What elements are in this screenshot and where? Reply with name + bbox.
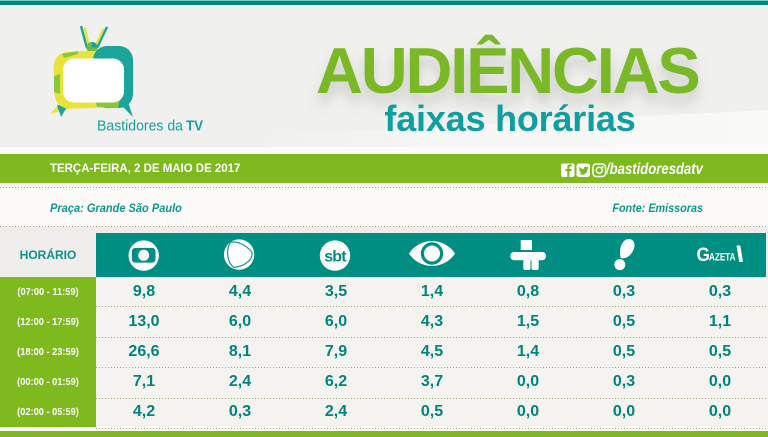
svg-text:AZETA: AZETA <box>709 251 736 263</box>
svg-text:TV: TV <box>186 118 203 135</box>
svg-text:sbt: sbt <box>324 248 347 265</box>
svg-text:Bastidores da: Bastidores da <box>97 118 184 135</box>
svg-text:G: G <box>697 245 711 266</box>
